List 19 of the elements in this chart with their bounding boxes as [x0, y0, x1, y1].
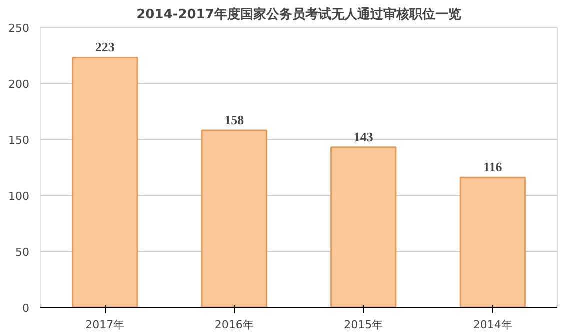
y-tick-label: 250: [8, 22, 30, 35]
y-tick-label: 50: [16, 246, 30, 259]
y-tick-label: 150: [8, 134, 30, 147]
bar: [330, 146, 397, 308]
bar: [201, 130, 268, 308]
data-label: 143: [354, 129, 374, 144]
y-tick-label: 100: [8, 190, 30, 203]
y-tick-label: 200: [8, 78, 30, 91]
x-tick-label: 2017年: [86, 318, 125, 332]
data-label: 223: [95, 40, 116, 55]
x-tick-label: 2014年: [473, 318, 512, 332]
chart-title: 2014-2017年度国家公务员考试无人通过审核职位一览: [136, 6, 462, 22]
data-label: 158: [224, 112, 245, 128]
bar: [460, 176, 526, 308]
x-tick-label: 2015年: [344, 318, 384, 332]
x-tick-label: 2016年: [214, 318, 254, 332]
y-tick-label: 0: [22, 302, 30, 315]
bar: [72, 56, 138, 308]
data-label: 116: [483, 160, 503, 175]
